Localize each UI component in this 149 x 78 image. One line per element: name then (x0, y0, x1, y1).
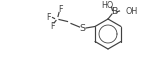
Text: OH: OH (125, 6, 137, 16)
Text: F: F (58, 5, 62, 14)
Text: F: F (50, 22, 54, 31)
Text: F: F (46, 13, 50, 22)
Text: B: B (111, 7, 117, 17)
Text: S: S (79, 24, 85, 33)
Text: HO: HO (101, 1, 113, 11)
